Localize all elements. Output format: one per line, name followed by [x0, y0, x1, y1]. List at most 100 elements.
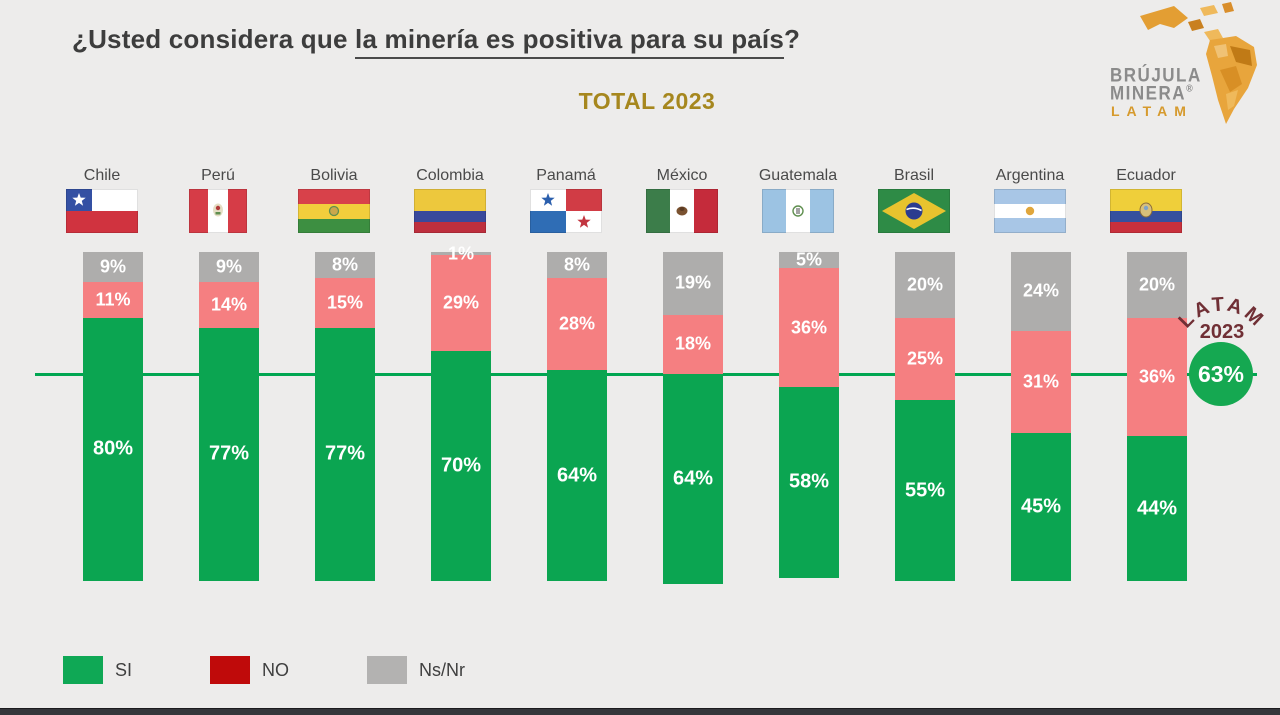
bar-segment-label: 70% — [440, 454, 482, 477]
title-suffix: ? — [784, 24, 801, 54]
bar-segment-label: 14% — [210, 294, 248, 315]
bar-segment-si: 58% — [779, 386, 839, 578]
bar-colombia: 1% 29% 70% — [431, 243, 491, 581]
legend: SI NO Ns/Nr — [63, 656, 465, 684]
bar-segment-label: 28% — [558, 313, 596, 334]
bar-ecuador: 20% 36% 44% — [1127, 252, 1187, 581]
latam-average-line — [35, 372, 1257, 376]
bar-segment-label: 36% — [790, 317, 828, 338]
bar-segment-label: 55% — [904, 479, 946, 502]
country-label: Ecuador — [1116, 167, 1176, 184]
country-label: Bolivia — [310, 167, 358, 184]
bar-segment-nsnr: 20% — [895, 252, 955, 318]
title-underlined: la minería es positiva para su país — [355, 24, 785, 59]
bar-segment-label: 64% — [672, 467, 714, 490]
bar-segment-si: 64% — [547, 370, 607, 581]
country-label: Guatemala — [758, 167, 838, 184]
bar-segment-no: 18% — [663, 314, 723, 374]
ecuador-flag — [1110, 189, 1182, 233]
bar-segment-si: 55% — [895, 400, 955, 581]
legend-label-si: SI — [115, 659, 133, 680]
brasil-flag — [878, 189, 950, 233]
si-swatch-icon — [63, 656, 103, 684]
bar-segment-label: 8% — [331, 254, 358, 275]
bottom-edge-bar — [0, 708, 1280, 715]
bar-segment-nsnr: 9% — [199, 252, 259, 282]
bar-segment-si: 45% — [1011, 432, 1071, 581]
legend-item-no: NO — [210, 656, 289, 684]
bar-segment-nsnr: 8% — [315, 252, 375, 279]
latam-average-value: 63% — [1197, 360, 1245, 387]
nsnr-swatch-icon — [367, 656, 408, 684]
country-label: Chile — [83, 167, 121, 184]
bar-segment-si: 70% — [431, 350, 491, 581]
bar-segment-label: 9% — [99, 256, 126, 277]
country-label: Panamá — [536, 167, 596, 184]
bar-panamá: 8% 28% 64% — [547, 252, 607, 581]
argentina-flag — [994, 189, 1066, 233]
bar-guatemala: 5% 36% 58% — [779, 250, 839, 581]
bar-segment-label: 20% — [906, 274, 944, 295]
country-label: Argentina — [995, 167, 1065, 184]
bar-segment-no: 15% — [315, 278, 375, 328]
bar-segment-label: 58% — [788, 470, 830, 493]
country-label: Brasil — [893, 167, 934, 184]
bar-méxico: 19% 18% 64% — [663, 252, 723, 585]
legend-item-si: SI — [63, 656, 132, 684]
bar-segment-label: 20% — [1138, 274, 1176, 295]
bar-segment-label: 64% — [556, 464, 598, 487]
bar-segment-label: 77% — [324, 442, 366, 465]
latam-map-icon — [1140, 2, 1257, 124]
bar-segment-si: 77% — [315, 327, 375, 581]
logo-brujula-text: BRÚJULA — [1110, 64, 1202, 86]
bar-segment-no: 28% — [547, 278, 607, 371]
bar-segment-nsnr: 9% — [83, 252, 143, 282]
bar-segment-label: 11% — [95, 289, 131, 310]
bar-segment-label: 44% — [1136, 497, 1178, 520]
bar-segment-label: 1% — [447, 243, 474, 264]
bar-segment-si: 44% — [1127, 436, 1187, 581]
bar-segment-label: 8% — [563, 254, 590, 275]
bar-segment-label: 45% — [1020, 495, 1062, 518]
bar-segment-no: 25% — [895, 317, 955, 401]
bar-segment-nsnr: 1% — [431, 243, 491, 263]
bar-segment-nsnr: 8% — [547, 252, 607, 279]
bar-segment-label: 15% — [326, 292, 364, 313]
bar-segment-label: 29% — [442, 292, 480, 313]
legend-label-nsnr: Ns/Nr — [419, 659, 466, 680]
bar-segment-no: 36% — [779, 268, 839, 387]
page-title: ¿Usted considera que la minería es posit… — [72, 24, 801, 59]
registered-mark-icon: ® — [1186, 82, 1193, 94]
bar-segment-nsnr: 19% — [663, 252, 723, 315]
latam-average-badge: 63% — [1189, 342, 1253, 406]
bar-brasil: 20% 25% 55% — [895, 252, 955, 581]
chile-flag — [66, 189, 138, 233]
bar-segment-nsnr: 20% — [1127, 252, 1187, 318]
bar-segment-label: 31% — [1022, 371, 1060, 392]
legend-item-nsnr: Ns/Nr — [367, 656, 465, 684]
bar-segment-nsnr: 24% — [1011, 252, 1071, 331]
bar-segment-no: 31% — [1011, 330, 1071, 433]
bar-segment-label: 80% — [92, 437, 134, 460]
peru-flag — [189, 189, 247, 233]
bar-segment-nsnr: 5% — [779, 250, 839, 270]
bar-segment-si: 77% — [199, 327, 259, 581]
panama-flag — [530, 189, 602, 233]
title-prefix: ¿Usted considera que — [72, 24, 356, 54]
bolivia-flag — [298, 189, 370, 233]
bar-segment-si: 64% — [663, 373, 723, 585]
bar-chile: 9% 11% 80% — [83, 252, 143, 581]
bar-segment-label: 25% — [906, 348, 944, 369]
bar-segment-si: 80% — [83, 317, 143, 581]
mexico-flag — [646, 189, 718, 233]
bar-segment-label: 19% — [674, 272, 712, 293]
latam-year-label: 2023 — [1199, 321, 1245, 343]
no-swatch-icon — [210, 656, 251, 684]
bar-perú: 9% 14% 77% — [199, 252, 259, 581]
logo-minera-text: MINERA® — [1110, 82, 1193, 104]
guatemala-flag — [762, 189, 834, 233]
legend-label-no: NO — [262, 659, 290, 680]
bar-segment-label: 24% — [1022, 280, 1060, 301]
